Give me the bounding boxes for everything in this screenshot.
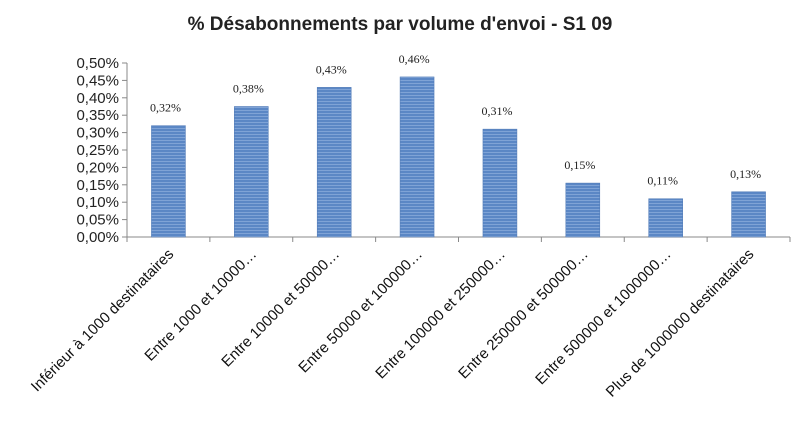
- data-label: 0,31%: [481, 104, 512, 118]
- bar: [565, 182, 601, 238]
- data-label: 0,38%: [233, 82, 264, 96]
- bar: [731, 191, 766, 238]
- y-tick-label: 0,40%: [76, 90, 119, 107]
- y-tick-label: 0,20%: [76, 159, 119, 176]
- x-tick-label: Entre 500000 et 1000000…: [532, 246, 674, 388]
- bar: [234, 106, 269, 238]
- bar: [399, 76, 435, 238]
- y-tick-label: 0,30%: [76, 125, 119, 142]
- y-tick-label: 0,25%: [76, 142, 119, 159]
- y-tick-label: 0,10%: [76, 194, 119, 211]
- y-tick-label: 0,15%: [76, 177, 119, 194]
- data-label: 0,46%: [399, 52, 430, 66]
- data-label: 0,43%: [316, 62, 347, 76]
- y-tick-label: 0,35%: [76, 107, 119, 124]
- y-tick-label: 0,05%: [76, 212, 119, 229]
- bar: [316, 87, 352, 238]
- data-label: 0,11%: [647, 174, 678, 188]
- bar: [648, 198, 683, 238]
- bar: [482, 128, 518, 238]
- x-tick-label: Inférieur à 1000 destinataires: [28, 246, 177, 395]
- data-label: 0,32%: [150, 101, 181, 115]
- x-tick-label: Plus de 1000000 destinataires: [603, 246, 758, 401]
- y-tick-label: 0,45%: [76, 72, 119, 89]
- data-label: 0,15%: [564, 158, 595, 172]
- y-tick-label: 0,50%: [76, 55, 119, 72]
- data-label: 0,13%: [730, 167, 761, 181]
- y-tick-label: 0,00%: [76, 229, 119, 246]
- bar: [151, 125, 186, 238]
- chart-title: % Désabonnements par volume d'envoi - S1…: [187, 14, 613, 35]
